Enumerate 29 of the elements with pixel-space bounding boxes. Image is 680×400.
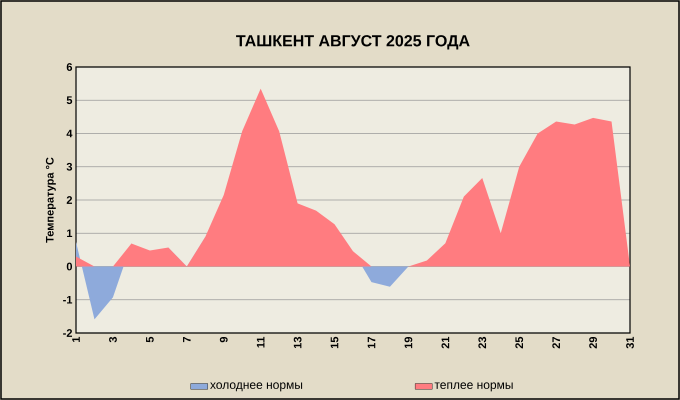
x-tick-label: 7 (183, 337, 191, 342)
x-tick-label: 17 (368, 337, 376, 348)
x-tick-label: 15 (330, 336, 338, 348)
x-tick-label: 21 (442, 336, 450, 348)
y-tick-label: 1 (67, 229, 72, 238)
x-tick-label: 3 (109, 336, 117, 342)
y-tick-label: 0 (66, 262, 72, 270)
y-tick-label: 2 (66, 196, 72, 204)
x-tick-label: 13 (294, 336, 302, 348)
x-tick-label: 19 (404, 336, 412, 348)
y-tick-label: 3 (66, 162, 72, 171)
x-tick-label: 25 (515, 336, 524, 348)
y-axis-title: Температура °C (46, 157, 56, 243)
x-tick-label: 31 (626, 336, 634, 349)
y-tick-label: -1 (63, 296, 72, 304)
legend-label: холоднее нормы (210, 382, 302, 392)
x-tick-label: 11 (256, 336, 264, 348)
legend-label: теплее нормы (434, 382, 513, 392)
x-tick-label: 23 (478, 336, 486, 348)
y-tick-label: 6 (66, 63, 72, 71)
x-tick-label: 9 (220, 336, 228, 342)
x-tick-label: 5 (146, 336, 154, 342)
y-tick-label: 5 (66, 96, 72, 104)
y-tick-label: -2 (63, 329, 72, 337)
x-tick-label: 27 (552, 337, 560, 348)
y-tick-label: 4 (66, 130, 72, 138)
x-tick-label: 1 (72, 336, 80, 342)
chart-title: ТАШКЕНТ АВГУСТ 2025 ГОДА (236, 35, 470, 50)
x-tick-label: 29 (589, 336, 597, 348)
